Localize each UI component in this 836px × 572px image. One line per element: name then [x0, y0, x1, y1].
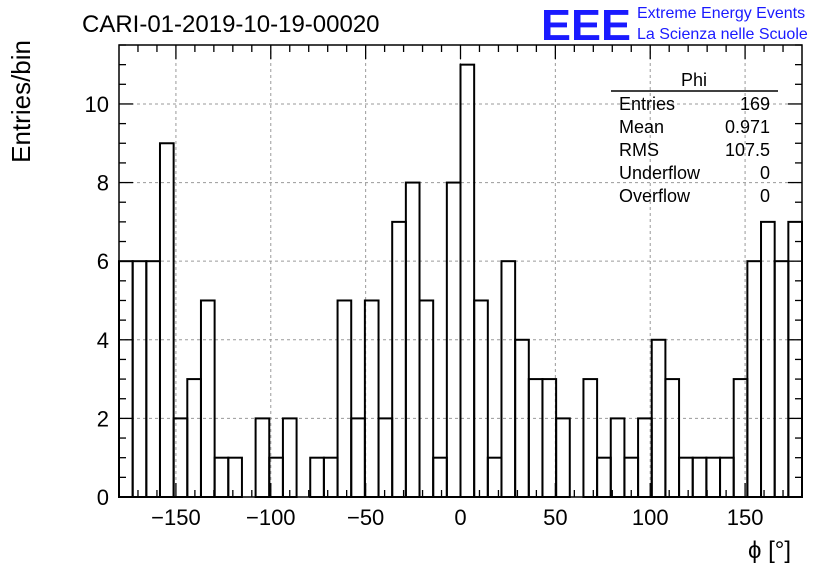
histogram-bar — [678, 456, 694, 498]
x-tick-label: 100 — [632, 505, 669, 530]
histogram-bar — [158, 142, 175, 498]
histogram-bar — [746, 260, 763, 498]
histogram-bar — [254, 417, 271, 498]
histogram-bar — [418, 299, 435, 499]
eee-logo-mark: EEE — [541, 1, 631, 50]
histogram-bar — [500, 260, 517, 498]
y-tick-label: 0 — [97, 485, 109, 510]
histogram-bar — [363, 299, 380, 499]
histogram-bar — [145, 260, 161, 498]
histogram-layer — [118, 63, 804, 499]
histogram-bar — [555, 417, 571, 498]
histogram-bar — [186, 378, 202, 498]
histogram-bar — [541, 378, 558, 498]
histogram-bar — [322, 456, 339, 498]
histogram-bar — [664, 378, 681, 498]
stats-label-entries: Entries — [619, 94, 675, 114]
y-tick-label: 2 — [97, 406, 109, 431]
histogram-bar — [582, 378, 599, 498]
histogram-bar — [391, 220, 407, 498]
y-tick-label: 10 — [85, 92, 109, 117]
histogram-bar — [281, 417, 298, 498]
histogram-bar — [432, 456, 448, 498]
histogram-bar — [473, 299, 489, 499]
x-tick-label: 150 — [727, 505, 764, 530]
histogram-bar — [227, 456, 243, 498]
histogram-bar — [131, 260, 148, 498]
x-axis-label: ϕ [°] — [748, 537, 791, 564]
histogram-bar — [459, 63, 476, 499]
histogram-bar — [719, 456, 735, 498]
stats-value-underflow: 0 — [760, 163, 770, 183]
histogram-bar — [705, 456, 722, 498]
stats-label-rms: RMS — [619, 140, 659, 160]
stats-value-entries: 169 — [740, 94, 770, 114]
histogram-bar — [377, 417, 394, 498]
stats-box: Phi Entries 169 Mean 0.971 RMS 107.5 Und… — [611, 70, 778, 206]
x-tick-label: −50 — [347, 505, 384, 530]
tick-layer: −150 −100 −50 0 50 100 150 0 2 4 6 8 10 — [85, 44, 802, 530]
chart-title: CARI-01-2019-10-19-00020 — [82, 11, 380, 38]
x-tick-label: −150 — [151, 505, 201, 530]
eee-logo: EEE Extreme Energy Events La Scienza nel… — [541, 1, 808, 50]
histogram-bar — [596, 456, 612, 498]
histogram-bar — [445, 181, 462, 498]
eee-logo-line1: Extreme Energy Events — [637, 5, 805, 22]
histogram-bar — [309, 456, 325, 498]
histogram-bar — [527, 378, 544, 498]
histogram-bar — [213, 456, 230, 498]
histogram-bar — [199, 299, 216, 499]
stats-box-title: Phi — [681, 70, 707, 90]
x-tick-label: −100 — [246, 505, 296, 530]
stats-label-mean: Mean — [619, 117, 664, 137]
y-tick-label: 6 — [97, 249, 109, 274]
histogram-bar — [336, 299, 353, 499]
histogram-bar — [486, 456, 503, 498]
histogram-bar — [609, 417, 626, 498]
stats-value-rms: 107.5 — [725, 140, 770, 160]
y-tick-label: 8 — [97, 171, 109, 196]
histogram-bar — [691, 456, 708, 498]
x-tick-label: 50 — [543, 505, 567, 530]
stats-label-overflow: Overflow — [619, 186, 691, 206]
y-axis-label: Entries/bin — [6, 40, 36, 163]
histogram-bar — [350, 417, 366, 498]
histogram-bar — [773, 260, 790, 498]
x-tick-label: 0 — [454, 505, 466, 530]
stats-label-underflow: Underflow — [619, 163, 701, 183]
eee-logo-line2: La Scienza nelle Scuole — [637, 26, 808, 43]
y-tick-label: 4 — [97, 328, 109, 353]
stats-value-mean: 0.971 — [725, 117, 770, 137]
histogram-bar — [760, 220, 776, 498]
stats-value-overflow: 0 — [760, 186, 770, 206]
